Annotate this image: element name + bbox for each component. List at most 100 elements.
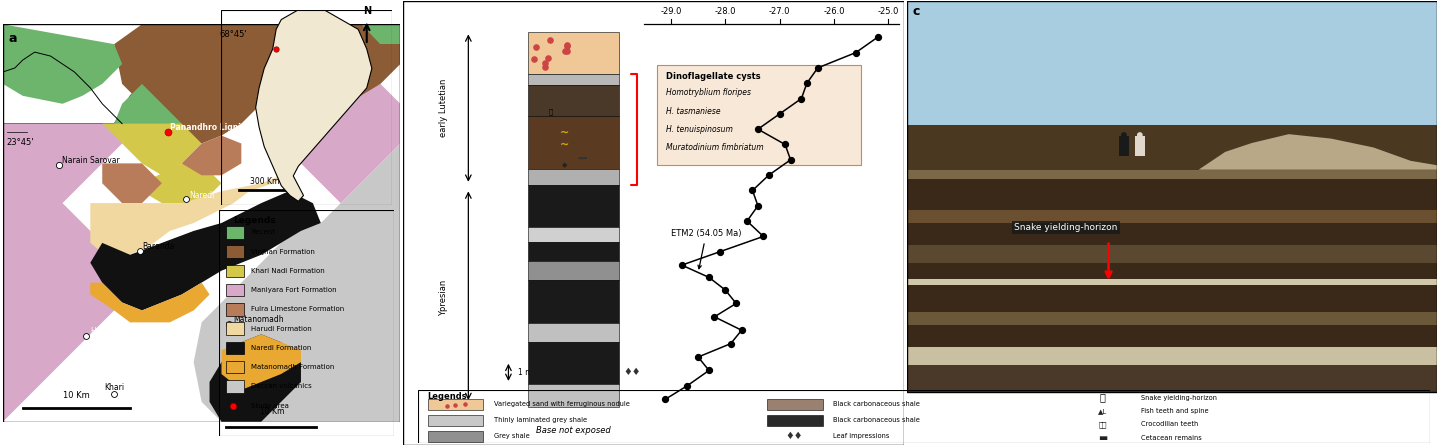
Polygon shape [102,124,202,175]
Text: Black carbonaceous shale: Black carbonaceous shale [832,417,920,424]
Text: N: N [363,6,370,16]
Text: ▬▬: ▬▬ [577,155,588,161]
Bar [907,325,1437,347]
Bar [907,223,1437,245]
Text: Matanomadh Formation: Matanomadh Formation [251,364,334,370]
Text: Snake yielding-horizon: Snake yielding-horizon [1142,395,1217,401]
Polygon shape [321,24,400,96]
Point [102,390,125,397]
Text: a: a [9,32,17,45]
Text: -25.0: -25.0 [878,7,899,16]
Bar [428,415,484,426]
Point [806,64,829,71]
Point [174,196,197,203]
Polygon shape [256,10,372,201]
Polygon shape [222,334,301,390]
Point [670,261,693,268]
Bar [226,342,243,354]
Text: Narain Sarovar: Narain Sarovar [62,157,121,165]
Text: ~
~: ~ ~ [560,128,569,149]
Point [844,49,867,56]
Text: Baranda: Baranda [143,242,174,251]
Text: Homotryblium floripes: Homotryblium floripes [667,88,752,97]
Bar [403,1,904,445]
Text: Study area: Study area [251,403,289,409]
Point [128,247,151,254]
Text: Fulra Limestone Formation: Fulra Limestone Formation [251,306,344,312]
Point [556,43,579,50]
Point [454,401,477,408]
Polygon shape [210,334,301,422]
Bar [528,169,619,185]
Bar [528,116,619,169]
Polygon shape [1198,134,1437,169]
Text: Recent: Recent [251,229,275,235]
Text: Legends: Legends [233,216,276,226]
Point [757,172,780,179]
Bar [907,1,1437,125]
Bar [226,245,243,258]
Point [265,45,288,53]
Bar [907,178,1437,210]
Bar [907,1,1437,169]
Bar [528,185,619,227]
Point [714,286,737,293]
Point [444,401,467,409]
Text: Maniyara Fort Formation: Maniyara Fort Formation [251,287,337,293]
Bar [907,210,1437,223]
Bar [528,342,619,384]
Bar [528,227,619,242]
Bar [528,261,619,281]
Point [556,41,579,49]
Point [697,367,720,374]
Point [708,248,732,255]
Text: 🐍: 🐍 [1100,392,1106,403]
Polygon shape [102,163,161,203]
Bar [528,281,619,322]
Bar [907,312,1437,325]
Text: Legends: Legends [428,392,468,401]
Point [537,54,560,62]
Bar [226,380,243,393]
Point [675,382,698,389]
Bar [226,361,243,373]
Text: Black carbonaceous shale: Black carbonaceous shale [832,401,920,408]
Point [48,162,71,169]
Text: ETM2 (54.05 Ma): ETM2 (54.05 Ma) [671,229,742,268]
Point [865,34,888,41]
Text: -28.0: -28.0 [714,7,736,16]
Point [534,63,557,70]
Polygon shape [1198,134,1437,169]
Point [730,326,753,334]
Text: ▲L: ▲L [1099,408,1107,414]
Text: Base not exposed: Base not exposed [536,426,611,435]
Point [719,340,742,347]
Text: 10 Km: 10 Km [259,407,284,416]
Bar [226,284,243,297]
Point [1113,132,1136,139]
Bar [528,384,619,407]
Text: ▬: ▬ [1099,433,1107,442]
Point [746,202,769,209]
Point [752,233,775,240]
Bar [528,85,619,116]
Text: 10 Km: 10 Km [63,391,89,400]
Text: Vinjhan Formation: Vinjhan Formation [251,248,315,255]
Text: Naredi: Naredi [190,191,215,200]
Polygon shape [114,24,321,144]
Bar [528,74,619,85]
Text: -27.0: -27.0 [769,7,791,16]
Bar [226,322,243,335]
Text: -29.0: -29.0 [660,7,681,16]
Text: Ypresian: Ypresian [439,280,448,316]
Text: Grey shale: Grey shale [494,434,530,439]
Bar [226,265,243,277]
Point [697,274,720,281]
Point [539,36,562,43]
Bar [907,169,1437,178]
Text: Variegated sand with ferruginous nodule: Variegated sand with ferruginous nodule [494,401,629,408]
Text: Fish teeth and spine: Fish teeth and spine [1142,408,1210,414]
Bar [528,322,619,342]
Polygon shape [360,24,400,44]
Polygon shape [91,283,210,322]
